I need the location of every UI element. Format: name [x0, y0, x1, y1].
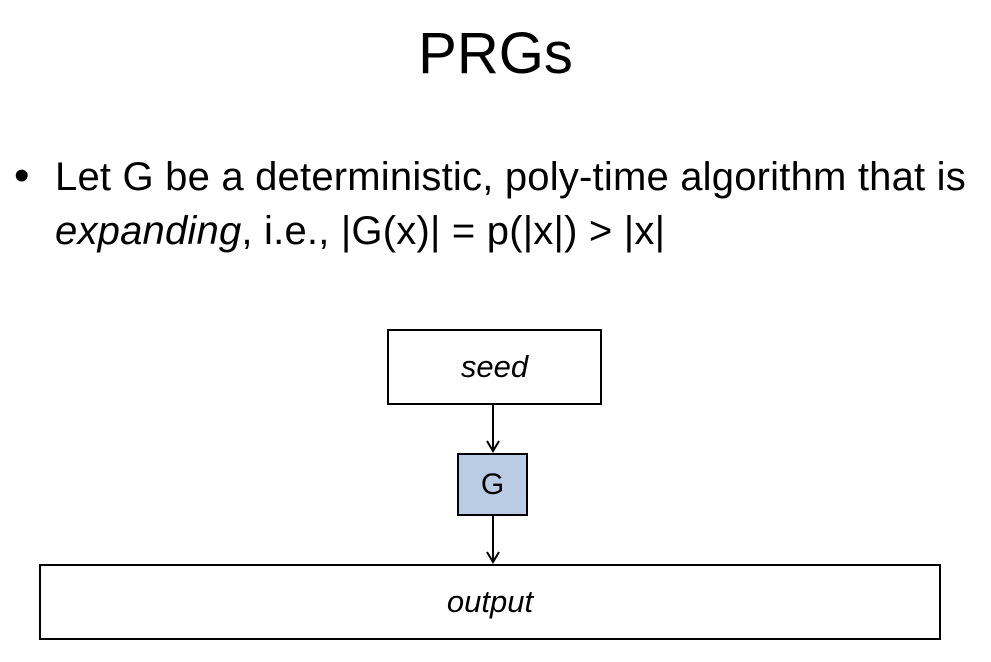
slide-title: PRGs: [418, 21, 573, 86]
seed-label: seed: [460, 349, 529, 384]
bullet-marker: •: [14, 151, 30, 200]
seed-box: seed: [387, 329, 602, 405]
bullet-text-part2: , i.e., |G(x)| = p(|x|) > |x|: [241, 209, 666, 253]
generator-box: G: [457, 453, 528, 516]
arrow-generator-to-output: [486, 516, 500, 564]
generator-label: G: [480, 467, 505, 501]
bullet-text-part1: Let G be a deterministic, poly-time algo…: [55, 155, 966, 199]
output-box: output: [39, 564, 941, 640]
bullet-text: Let G be a deterministic, poly-time algo…: [55, 150, 985, 258]
arrow-seed-to-generator: [486, 405, 500, 453]
bullet-text-emphasis: expanding: [55, 209, 242, 253]
output-label: output: [446, 584, 534, 619]
